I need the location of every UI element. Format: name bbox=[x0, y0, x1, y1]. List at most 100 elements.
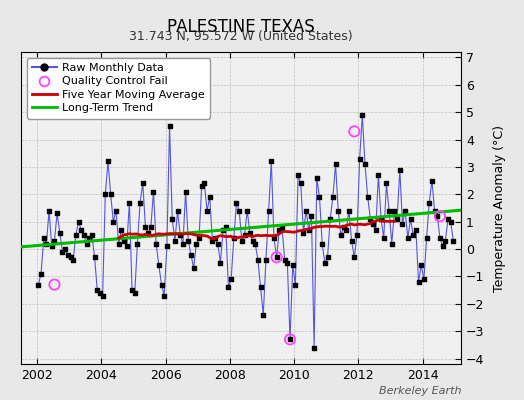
Point bbox=[270, 235, 278, 241]
Point bbox=[436, 213, 444, 220]
Point bbox=[219, 227, 227, 233]
Point bbox=[123, 243, 131, 250]
Point bbox=[369, 221, 377, 228]
Point bbox=[326, 216, 334, 222]
Point bbox=[350, 254, 358, 260]
Point bbox=[48, 243, 56, 250]
Point bbox=[115, 240, 123, 247]
Point bbox=[342, 227, 351, 233]
Text: PALESTINE TEXAS: PALESTINE TEXAS bbox=[167, 18, 315, 36]
Text: Berkeley Earth: Berkeley Earth bbox=[379, 386, 461, 396]
Point bbox=[96, 290, 104, 296]
Point bbox=[99, 292, 107, 299]
Point bbox=[430, 208, 439, 214]
Point bbox=[425, 199, 433, 206]
Point bbox=[67, 254, 75, 260]
Point bbox=[211, 235, 219, 241]
Point bbox=[377, 216, 385, 222]
Point bbox=[155, 262, 163, 269]
Point bbox=[224, 284, 233, 290]
Point bbox=[398, 221, 407, 228]
Point bbox=[184, 238, 192, 244]
Point bbox=[286, 336, 294, 342]
Point bbox=[205, 194, 214, 200]
Point bbox=[235, 208, 243, 214]
Point bbox=[297, 180, 305, 186]
Point bbox=[216, 260, 225, 266]
Point bbox=[152, 240, 160, 247]
Point bbox=[42, 240, 51, 247]
Point bbox=[403, 235, 412, 241]
Point bbox=[401, 208, 409, 214]
Point bbox=[157, 282, 166, 288]
Point bbox=[289, 262, 297, 269]
Point bbox=[433, 213, 442, 220]
Point bbox=[428, 178, 436, 184]
Point bbox=[272, 254, 281, 260]
Point bbox=[310, 344, 318, 351]
Point bbox=[37, 270, 45, 277]
Point bbox=[173, 208, 182, 214]
Point bbox=[323, 254, 332, 260]
Point bbox=[50, 238, 59, 244]
Point bbox=[347, 238, 356, 244]
Point bbox=[262, 257, 270, 263]
Point bbox=[446, 218, 455, 225]
Point bbox=[63, 251, 72, 258]
Point bbox=[291, 282, 300, 288]
Point bbox=[72, 232, 80, 238]
Point bbox=[254, 257, 262, 263]
Point bbox=[130, 290, 139, 296]
Point bbox=[176, 232, 184, 238]
Point bbox=[162, 243, 171, 250]
Point bbox=[329, 194, 337, 200]
Point bbox=[192, 240, 201, 247]
Point bbox=[147, 224, 155, 230]
Point bbox=[168, 216, 177, 222]
Point bbox=[350, 128, 358, 134]
Point bbox=[374, 172, 383, 178]
Point bbox=[315, 194, 324, 200]
Point bbox=[171, 238, 179, 244]
Point bbox=[358, 112, 366, 118]
Point bbox=[390, 208, 399, 214]
Point bbox=[238, 238, 246, 244]
Point bbox=[361, 161, 369, 168]
Point bbox=[353, 232, 361, 238]
Point bbox=[307, 213, 315, 220]
Point bbox=[388, 240, 396, 247]
Point bbox=[179, 240, 187, 247]
Point bbox=[91, 254, 99, 260]
Point bbox=[53, 210, 61, 217]
Point bbox=[265, 208, 273, 214]
Point bbox=[345, 208, 353, 214]
Point bbox=[88, 232, 96, 238]
Point bbox=[58, 248, 67, 255]
Point bbox=[278, 224, 286, 230]
Point bbox=[449, 238, 457, 244]
Point bbox=[203, 208, 211, 214]
Point bbox=[417, 262, 425, 269]
Point bbox=[334, 208, 342, 214]
Point bbox=[364, 194, 372, 200]
Point bbox=[144, 230, 152, 236]
Point bbox=[232, 199, 241, 206]
Point bbox=[160, 292, 168, 299]
Text: 31.743 N, 95.572 W (United States): 31.743 N, 95.572 W (United States) bbox=[129, 30, 353, 43]
Point bbox=[82, 240, 91, 247]
Point bbox=[61, 246, 69, 252]
Point bbox=[420, 276, 428, 282]
Point bbox=[208, 238, 216, 244]
Y-axis label: Temperature Anomaly (°C): Temperature Anomaly (°C) bbox=[493, 124, 506, 292]
Legend: Raw Monthly Data, Quality Control Fail, Five Year Moving Average, Long-Term Tren: Raw Monthly Data, Quality Control Fail, … bbox=[27, 58, 210, 119]
Point bbox=[181, 188, 190, 195]
Point bbox=[34, 282, 42, 288]
Point bbox=[222, 224, 230, 230]
Point bbox=[50, 282, 59, 288]
Point bbox=[133, 240, 141, 247]
Point bbox=[80, 232, 88, 238]
Point bbox=[382, 180, 390, 186]
Point bbox=[149, 188, 158, 195]
Point bbox=[45, 208, 53, 214]
Point bbox=[101, 191, 110, 198]
